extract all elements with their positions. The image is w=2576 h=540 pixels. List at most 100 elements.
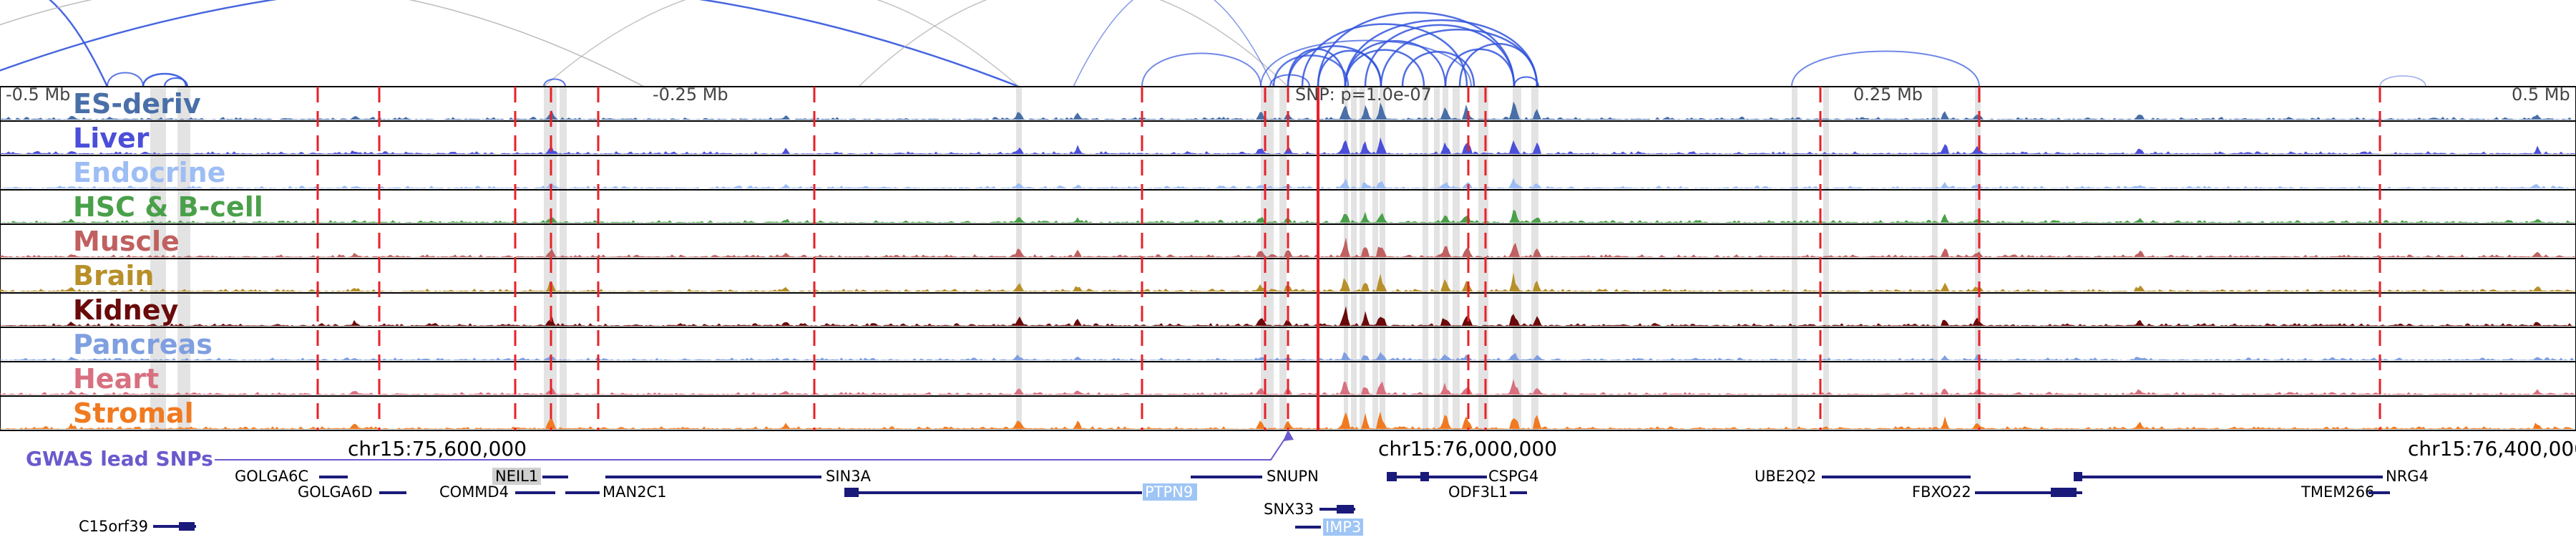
loop-arc [1344, 19, 1538, 87]
gene-label: TMEM266 [2301, 483, 2374, 501]
track-label-es-deriv: ES-deriv [73, 88, 201, 120]
loop-arc [1791, 50, 1980, 87]
gene-label: MAN2C1 [602, 483, 667, 501]
coordinate-label-2: chr15:76,000,000 [1378, 437, 1557, 461]
loop-arc [1317, 49, 1382, 87]
gene-imp3: IMP3 [1295, 519, 1363, 536]
signal-profile [0, 306, 2576, 326]
scale-label-minus-half: -0.5 Mb [6, 85, 70, 105]
coordinate-label-1: chr15:75,600,000 [348, 437, 527, 461]
loop-arc [1458, 43, 1538, 87]
track-label-endocrine: Endocrine [73, 157, 225, 188]
track-label-hsc-b-cell: HSC & B-cell [73, 191, 263, 223]
gene-body [844, 491, 1142, 494]
track-labels: ES-deriv Liver Endocrine HSC & B-cell Mu… [73, 88, 263, 429]
gene-label: IMP3 [1325, 519, 1361, 536]
loop-arc [164, 77, 188, 87]
loop-arc [543, 78, 566, 87]
gene-body [379, 491, 406, 494]
gene-label: GOLGA6D [298, 483, 373, 501]
gene-body [1975, 491, 2082, 494]
gene-label: C15orf39 [79, 518, 148, 535]
gene-label: GOLGA6C [235, 468, 308, 485]
loop-arc-large [49, 0, 109, 87]
loop-arc [1141, 52, 1262, 87]
gene-snupn: SNUPN [1191, 468, 1319, 485]
scale-label-plus-half: 0.5 Mb [2512, 85, 2570, 105]
gwas-lead-snp-marker [1283, 430, 1294, 441]
gene-exon [1420, 472, 1429, 481]
gene-commd4: COMMD4 [439, 483, 555, 501]
gene-label: SIN3A [826, 468, 872, 485]
gene-label-highlight [1323, 519, 1363, 536]
gene-body [542, 476, 568, 478]
track-label-stromal: Stromal [73, 397, 194, 429]
snp-pvalue-label: SNP: p=1.0e-07 [1295, 85, 1432, 105]
gene-neil1: NEIL1 [492, 468, 568, 485]
loop-arc [2379, 75, 2426, 87]
loop-arc-large [0, 0, 645, 87]
loop-arc [1364, 24, 1516, 87]
loop-arc-large [858, 0, 1289, 87]
snp-marker-lines [316, 87, 2381, 430]
gene-c15orf39: C15orf39 [79, 518, 196, 535]
loop-arc [1513, 76, 1539, 87]
loop-arc [142, 72, 187, 87]
gwas-row: GWAS lead SNPs [26, 430, 1294, 471]
gene-exon [2074, 472, 2082, 481]
gene-body [319, 476, 348, 478]
gene-label: SNUPN [1267, 468, 1319, 485]
gene-odf3l1: ODF3L1 [1448, 483, 1527, 501]
track-label-brain: Brain [73, 260, 154, 291]
gene-ptpn9: PTPN9 [844, 483, 1197, 501]
loop-arc [1401, 51, 1475, 87]
gene-body [153, 525, 196, 528]
gene-body [565, 491, 600, 494]
track-label-pancreas: Pancreas [73, 329, 213, 360]
gene-man2c1: MAN2C1 [565, 483, 667, 501]
gene-cspg4: CSPG4 [1387, 468, 1538, 485]
gene-label: FBXO22 [1912, 483, 1971, 501]
track-label-muscle: Muscle [73, 226, 180, 257]
loop-arc [1301, 23, 1468, 87]
gene-exon [179, 522, 195, 531]
gene-ube2q2: UBE2Q2 [1755, 468, 1971, 485]
gene-label: ODF3L1 [1448, 483, 1508, 501]
track-label-liver: Liver [73, 122, 150, 154]
gene-label: CSPG4 [1488, 468, 1538, 485]
scale-label-minus-quarter: -0.25 Mb [653, 85, 728, 105]
gene-body [1510, 491, 1527, 494]
gene-label: SNX33 [1264, 501, 1314, 518]
loop-arc-large [543, 0, 1020, 87]
gene-label: PTPN9 [1145, 483, 1193, 501]
gene-track: GOLGA6C GOLGA6D NEIL1 COMMD4 MAN2C1 SIN3… [79, 468, 2429, 536]
gene-fbxo22: FBXO22 [1912, 483, 2082, 501]
gene-body [2074, 476, 2383, 478]
gene-body [1295, 526, 1321, 529]
gene-body [1822, 476, 1971, 478]
gene-label: UBE2Q2 [1755, 468, 1816, 485]
gene-label: COMMD4 [439, 483, 509, 501]
loop-arc-large [0, 0, 1020, 88]
gene-label-highlight [1143, 483, 1197, 501]
gene-exon [1387, 472, 1397, 481]
gene-body [2368, 491, 2390, 494]
gene-golga6d: GOLGA6D [298, 483, 406, 501]
loop-arc [107, 72, 144, 87]
gene-sin3a: SIN3A [605, 468, 872, 485]
gene-body [1387, 476, 1487, 478]
loop-arc [1344, 49, 1425, 87]
signal-profile [0, 411, 2576, 429]
gwas-label: GWAS lead SNPs [26, 447, 213, 471]
loop-arc-large [1073, 0, 1274, 87]
loop-arc [1287, 48, 1347, 87]
loop-arc [1260, 39, 1472, 87]
coordinate-axis: chr15:75,600,000 chr15:76,000,000 chr15:… [348, 437, 2576, 461]
signal-profile [0, 352, 2576, 360]
loop-arc [1269, 74, 1310, 87]
gene-body [605, 476, 821, 478]
signal-profile [0, 237, 2576, 257]
gwas-connector [215, 433, 1289, 461]
